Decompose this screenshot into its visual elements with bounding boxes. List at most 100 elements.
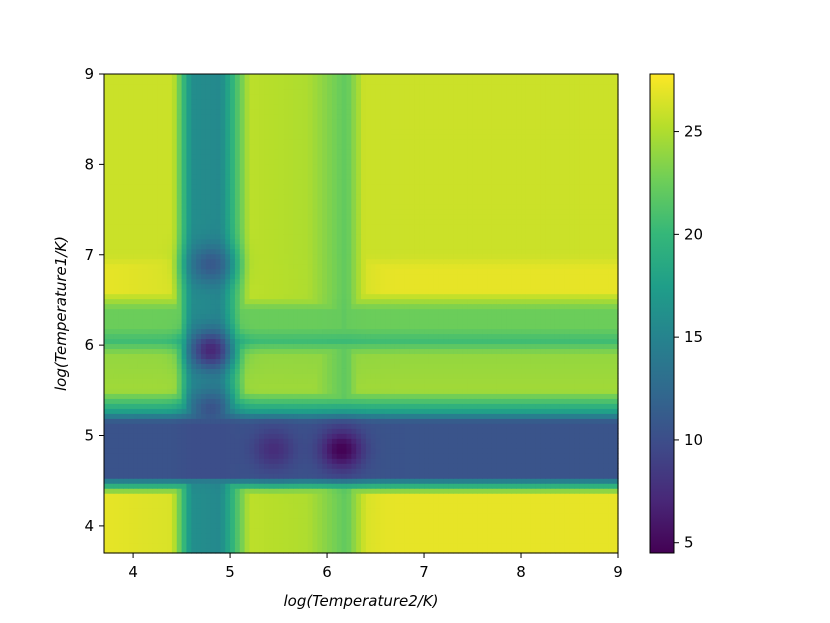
- heatmap-cell: [152, 443, 158, 449]
- heatmap-cell: [336, 353, 343, 360]
- heatmap-cell: [234, 388, 241, 394]
- heatmap-cell: [302, 448, 309, 454]
- heatmap-cell: [559, 513, 566, 519]
- heatmap-cell: [375, 468, 381, 474]
- heatmap-cell: [404, 423, 411, 429]
- heatmap-cell: [133, 473, 139, 479]
- heatmap-cell: [230, 428, 236, 434]
- heatmap-cell: [516, 493, 522, 499]
- heatmap-cell: [327, 428, 333, 434]
- heatmap-cell: [608, 358, 614, 364]
- heatmap-cell: [196, 373, 202, 379]
- heatmap-cell: [215, 368, 221, 374]
- heatmap-cell: [443, 538, 449, 544]
- heatmap-cell: [438, 393, 445, 399]
- heatmap-cell: [574, 368, 580, 374]
- heatmap-cell: [191, 528, 197, 534]
- heatmap-cell: [584, 508, 590, 514]
- heatmap-cell: [307, 443, 314, 449]
- heatmap-cell: [200, 538, 207, 544]
- heatmap-cell: [307, 438, 314, 444]
- heatmap-cell: [491, 468, 498, 474]
- heatmap-cell: [428, 388, 435, 394]
- heatmap-cell: [593, 408, 600, 414]
- heatmap-cell: [579, 388, 585, 394]
- heatmap-cell: [268, 403, 275, 409]
- heatmap-cell: [584, 498, 590, 504]
- heatmap-cell: [491, 398, 498, 404]
- heatmap-cell: [428, 438, 435, 444]
- heatmap-cell: [288, 398, 294, 404]
- heatmap-cell: [264, 458, 270, 464]
- heatmap-cell: [598, 373, 605, 379]
- heatmap-cell: [559, 463, 566, 469]
- heatmap-cell: [579, 418, 585, 424]
- heatmap-cell: [530, 533, 537, 539]
- heatmap-cell: [278, 358, 285, 364]
- heatmap-cell: [118, 338, 124, 345]
- heatmap-cell: [477, 548, 483, 554]
- heatmap-cell: [535, 403, 542, 409]
- heatmap-cell: [278, 423, 285, 429]
- heatmap-cell: [302, 473, 309, 479]
- heatmap-cell: [390, 348, 396, 355]
- heatmap-cell: [210, 358, 217, 364]
- heatmap-cell: [205, 388, 212, 394]
- heatmap-cell: [380, 343, 386, 350]
- heatmap-cell: [438, 438, 445, 444]
- heatmap-cell: [196, 318, 202, 325]
- heatmap-cell: [113, 493, 120, 499]
- heatmap-cell: [491, 513, 498, 519]
- heatmap-cell: [554, 398, 561, 404]
- heatmap-cell: [399, 478, 406, 484]
- heatmap-cell: [133, 408, 139, 414]
- heatmap-cell: [312, 463, 318, 469]
- heatmap-cell: [171, 348, 178, 355]
- heatmap-cell: [385, 513, 391, 519]
- heatmap-cell: [521, 373, 527, 379]
- heatmap-cell: [341, 543, 348, 549]
- heatmap-cell: [167, 353, 173, 360]
- heatmap-cell: [167, 313, 173, 320]
- heatmap-cell: [385, 478, 391, 484]
- heatmap-cell: [482, 388, 488, 394]
- heatmap-cell: [196, 483, 202, 489]
- heatmap-cell: [205, 338, 212, 345]
- heatmap-cell: [167, 408, 173, 414]
- heatmap-cell: [487, 523, 493, 529]
- heatmap-cell: [516, 398, 522, 404]
- heatmap-cell: [322, 483, 328, 489]
- heatmap-cell: [380, 353, 386, 360]
- heatmap-cell: [171, 398, 178, 404]
- heatmap-cell: [428, 548, 435, 554]
- heatmap-cell: [327, 353, 333, 360]
- heatmap-cell: [302, 483, 309, 489]
- heatmap-cell: [530, 423, 537, 429]
- heatmap-cell: [457, 493, 464, 499]
- heatmap-cell: [249, 368, 255, 374]
- heatmap-cell: [108, 433, 115, 439]
- heatmap-cell: [487, 548, 493, 554]
- heatmap-cell: [419, 373, 425, 379]
- heatmap-cell: [152, 313, 158, 320]
- heatmap-cell: [540, 483, 546, 489]
- heatmap-cell: [128, 423, 134, 429]
- heatmap-cell: [297, 393, 304, 399]
- heatmap-cell: [438, 443, 445, 449]
- heatmap-cell: [588, 468, 595, 474]
- heatmap-cell: [433, 543, 440, 549]
- heatmap-cell: [225, 498, 231, 504]
- heatmap-cell: [550, 388, 556, 394]
- heatmap-cell: [259, 503, 265, 509]
- heatmap-cell: [419, 388, 425, 394]
- heatmap-cell: [171, 338, 178, 345]
- heatmap-cell: [467, 473, 474, 479]
- heatmap-cell: [181, 373, 188, 379]
- heatmap-cell: [457, 443, 464, 449]
- heatmap-cell: [457, 413, 464, 419]
- heatmap-cell: [118, 393, 124, 399]
- heatmap-cell: [453, 353, 459, 360]
- heatmap-cell: [608, 498, 614, 504]
- heatmap-cell: [249, 448, 255, 454]
- heatmap-cell: [108, 323, 115, 330]
